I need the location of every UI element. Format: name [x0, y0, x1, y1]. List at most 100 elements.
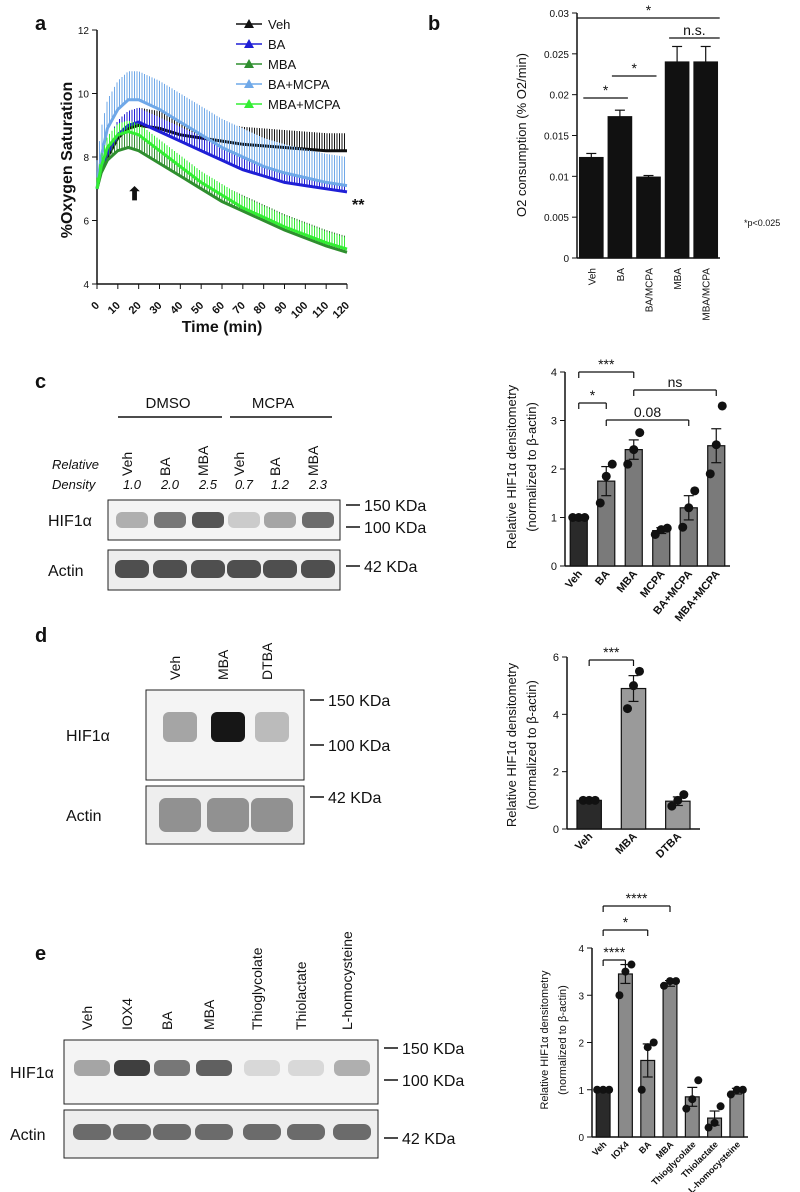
point-MCPA — [662, 523, 672, 533]
hif-band-3 — [228, 512, 260, 528]
a-xtick-label: 80 — [252, 300, 269, 317]
density-value-3: 0.7 — [235, 477, 254, 492]
row-label-actin: Actin — [10, 1127, 46, 1144]
hif-band-0 — [163, 712, 197, 742]
lane-label-4: BA — [267, 457, 283, 476]
panel-a-ylabel: %Oxygen Saturation — [59, 82, 76, 238]
point-L-homocysteine — [726, 1090, 735, 1099]
xtick-label-BA: BA — [593, 568, 612, 588]
actin-band-4 — [263, 560, 297, 578]
a-series-MBA — [95, 145, 348, 254]
panel-d-chart: 0 2 4 6 Veh MBA DTBA Relative HIF1α densitometr… — [504, 644, 700, 861]
a-xtick-label: 10 — [106, 300, 123, 317]
bar-MBA — [662, 982, 678, 1138]
ytick-label: 3 — [578, 991, 584, 1002]
panel-d-blot: Veh MBA DTBA HIF1α Actin 150 KDa 100 KDa 42 KDa — [66, 642, 390, 845]
marker-label-0: 150 KDa — [328, 693, 390, 710]
ytick-label: 0.01 — [550, 172, 570, 183]
actin-band-0 — [73, 1124, 111, 1140]
legend-marker-Veh — [244, 19, 254, 28]
a-ytick-label: 6 — [83, 217, 89, 228]
e-ylabel-1: Relative HIF1α densitometry — [539, 970, 551, 1110]
point-IOX4 — [621, 967, 630, 976]
lane-label-0: Veh — [79, 1006, 95, 1030]
xtick-label-Veh: Veh — [573, 830, 596, 853]
lane-label-3: MBA — [201, 999, 217, 1030]
group-label-dmso: DMSO — [146, 395, 191, 412]
lane-label-1: BA — [157, 457, 173, 476]
lane-label-1: IOX4 — [119, 998, 135, 1030]
legend-label-BA: BA — [268, 37, 286, 52]
point-MBA+MCPA — [717, 401, 727, 411]
ytick-label: 2 — [553, 767, 559, 779]
legend-marker-BA+MCPA — [244, 79, 254, 88]
sig-label: * — [646, 2, 652, 18]
density-value-2: 2.5 — [198, 477, 218, 492]
ytick-label: 2 — [551, 464, 557, 476]
point-MBA+MCPA — [705, 469, 715, 479]
panel-b-chart: 0 0.005 0.01 0.015 0.02 0.025 0.03 Veh BA BA/MCPA… — [544, 2, 720, 321]
point-BA+MCPA — [690, 486, 700, 496]
point-MBA — [629, 445, 639, 455]
a-series-BA+MCPA — [95, 98, 348, 189]
point-IOX4 — [615, 991, 624, 1000]
relative-label: Relative — [52, 457, 99, 472]
lane-label-2: BA — [159, 1011, 175, 1030]
ytick-label: 4 — [578, 944, 584, 955]
xtick-label-BA: BA — [616, 268, 627, 282]
point-BA — [601, 471, 611, 481]
hif-band-3 — [196, 1060, 232, 1076]
point-Thiolactate — [710, 1118, 719, 1127]
a-xtick-label: 120 — [331, 300, 352, 321]
ytick-label: 0.015 — [544, 132, 569, 143]
ytick-label: 6 — [553, 652, 559, 664]
hif-band-2 — [154, 1060, 190, 1076]
legend-marker-MBA+MCPA — [244, 99, 254, 108]
ytick-label: 0 — [563, 254, 569, 265]
point-BA — [637, 1085, 646, 1094]
xtick-label-MBA: MBA — [615, 568, 640, 595]
a-ytick-label: 4 — [83, 280, 89, 291]
a-xtick-label: 90 — [272, 300, 289, 317]
hif-band-5 — [288, 1060, 324, 1076]
bar-MBA/MCPA — [693, 61, 719, 259]
panel-a-significance: ** — [352, 197, 365, 214]
point-BA+MCPA — [684, 503, 694, 513]
e-ylabel-2: (normalized to β-actin) — [557, 985, 569, 1095]
hif-band-6 — [334, 1060, 370, 1076]
legend-label-BA+MCPA: BA+MCPA — [268, 77, 330, 92]
row-label-hif: HIF1α — [48, 513, 92, 530]
c-ylabel-2: (normalized to β-actin) — [524, 402, 539, 532]
xtick-label-MBA: MBA — [613, 831, 639, 857]
point-DTBA — [679, 790, 689, 800]
density-value-0: 1.0 — [123, 477, 142, 492]
hif-band-0 — [116, 512, 148, 528]
legend-marker-BA — [244, 39, 254, 48]
a-xtick-label: 110 — [310, 300, 331, 321]
hif-band-1 — [114, 1060, 150, 1076]
group-label-mcpa: MCPA — [252, 395, 294, 412]
marker-label-2: 42 KDa — [364, 559, 417, 576]
a-ytick-label: 8 — [83, 153, 89, 164]
ytick-label: 0.03 — [550, 9, 570, 20]
lane-label-1: MBA — [215, 649, 231, 680]
point-MBA — [623, 704, 632, 714]
marker-label-2: 42 KDa — [328, 790, 381, 807]
lane-label-4: Thioglycolate — [249, 947, 265, 1030]
point-MBA — [623, 459, 633, 469]
panel-label-a: a — [35, 13, 47, 35]
xtick-label-MBA/MCPA: MBA/MCPA — [702, 268, 713, 321]
panel-b-ylabel: O2 consumption (% O2/min) — [514, 53, 529, 217]
sig-label: ns — [668, 374, 683, 390]
bar-Veh — [569, 516, 588, 567]
sig-label: * — [623, 914, 629, 930]
hif-band-2 — [192, 512, 224, 528]
ytick-label: 4 — [551, 367, 557, 379]
point-MBA — [629, 681, 638, 691]
point-DTBA — [673, 795, 683, 805]
a-xtick-label: 100 — [289, 300, 310, 321]
a-xtick-label: 50 — [189, 300, 206, 317]
bar-Veh — [595, 1089, 611, 1138]
